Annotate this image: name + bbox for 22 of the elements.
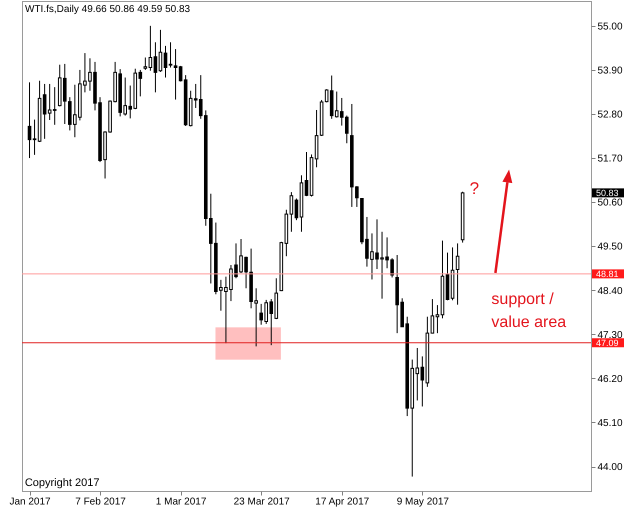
y-tick-label: 46.20 bbox=[598, 374, 623, 385]
x-tick-label: 23 Mar 2017 bbox=[234, 496, 290, 508]
y-tick-label: 53.90 bbox=[598, 65, 623, 76]
ref-line-label: 48.81 bbox=[596, 268, 619, 279]
chart-title: WTI.fs,Daily 49.66 50.86 49.59 50.83 bbox=[25, 4, 191, 15]
y-tick-label: 48.40 bbox=[598, 286, 623, 297]
y-tick-label: 49.50 bbox=[598, 242, 623, 253]
y-tick-label: 44.00 bbox=[598, 462, 623, 474]
x-tick-label: 1 Mar 2017 bbox=[156, 496, 207, 508]
y-tick-label: 45.10 bbox=[598, 418, 623, 429]
y-tick-label: 52.80 bbox=[598, 109, 623, 120]
x-tick-label: Jan 2017 bbox=[9, 496, 52, 508]
annotation: ? bbox=[470, 179, 480, 198]
x-tick-label: 7 Feb 2017 bbox=[75, 496, 126, 508]
annotation: Copyright 2017 bbox=[24, 477, 100, 490]
y-tick-label: 51.70 bbox=[598, 154, 623, 165]
y-tick-label: 55.00 bbox=[598, 21, 623, 32]
text: 50.83 bbox=[596, 188, 619, 198]
y-tick-label: 50.60 bbox=[598, 198, 623, 209]
x-tick-label: 9 May 2017 bbox=[396, 496, 450, 508]
x-tick-label: 17 Apr 2017 bbox=[315, 496, 370, 508]
annotation: support / value area bbox=[491, 290, 566, 331]
